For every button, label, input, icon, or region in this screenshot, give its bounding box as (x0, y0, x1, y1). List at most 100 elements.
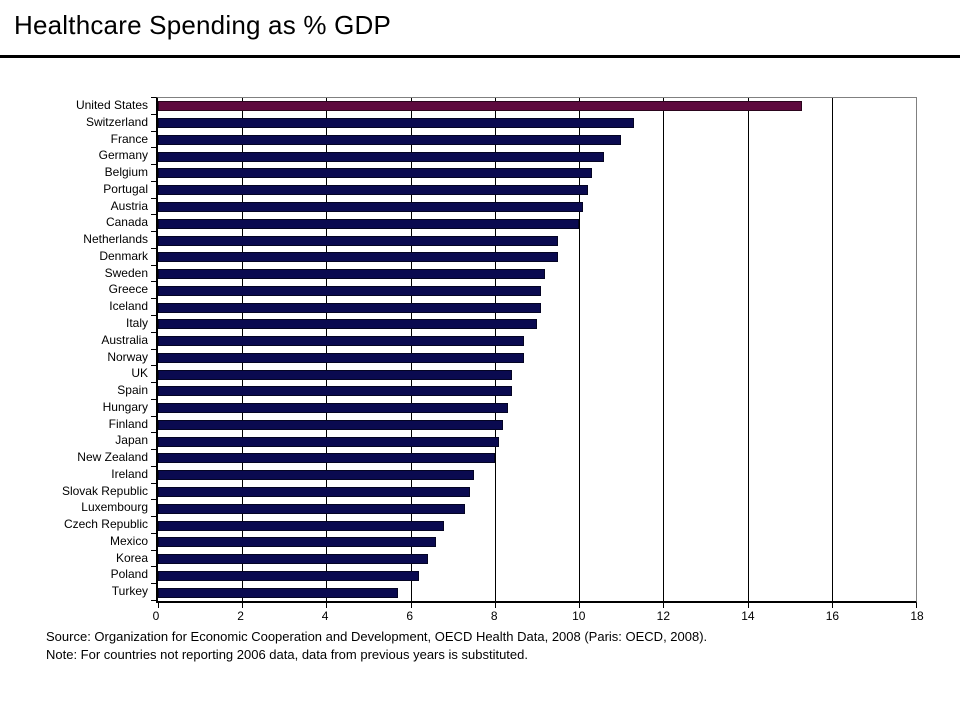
ylabel-italy: Italy (125, 315, 148, 330)
ylabel-germany: Germany (98, 148, 148, 163)
bar-switzerland (158, 118, 634, 129)
ylabel-sweden: Sweden (104, 265, 148, 280)
ylabel-slovak-republic: Slovak Republic (61, 483, 148, 498)
xlabel-12: 12 (656, 609, 671, 623)
x-axis-tick-4 (326, 603, 328, 608)
y-axis-tick (151, 130, 156, 132)
bar-canada (158, 218, 580, 229)
ylabel-switzerland: Switzerland (85, 114, 148, 129)
ylabel-norway: Norway (107, 349, 148, 364)
title-rule (0, 55, 960, 58)
y-axis-tick (151, 532, 156, 534)
bar-slovak-republic (158, 487, 470, 498)
y-axis-tick (151, 314, 156, 316)
y-axis-tick (151, 415, 156, 417)
bar-luxembourg (158, 503, 466, 514)
gridline-16 (831, 98, 833, 601)
y-axis-tick (151, 583, 156, 585)
bar-spain (158, 386, 512, 397)
xlabel-2: 2 (237, 609, 244, 623)
xlabel-8: 8 (490, 609, 498, 623)
bar-germany (158, 151, 605, 162)
gridline-12 (663, 98, 665, 601)
bar-poland (158, 570, 420, 581)
bar-turkey (158, 587, 399, 598)
y-axis-tick (151, 331, 156, 333)
x-axis-tick-0 (158, 603, 159, 608)
y-axis-tick (151, 281, 156, 283)
bar-uk (158, 369, 512, 380)
ylabel-hungary: Hungary (102, 399, 148, 414)
bar-japan (158, 436, 500, 447)
x-axis-tick-8 (494, 603, 496, 608)
ylabel-japan: Japan (115, 433, 148, 448)
bar-austria (158, 201, 584, 212)
ylabel-korea: Korea (115, 550, 148, 565)
x-axis-tick-14 (747, 603, 749, 608)
y-axis-tick (151, 147, 156, 149)
bar-belgium (158, 168, 592, 179)
ylabel-iceland: Iceland (109, 299, 148, 314)
y-axis-tick (151, 247, 156, 249)
bar-france (158, 134, 622, 145)
bar-australia (158, 336, 525, 347)
y-axis-tick (151, 298, 156, 300)
x-axis-tick-16 (831, 603, 833, 608)
note-line: Note: For countries not reporting 2006 d… (46, 647, 528, 662)
ylabel-luxembourg: Luxembourg (81, 500, 148, 515)
x-axis-tick-2 (242, 603, 244, 608)
bar-new-zealand (158, 453, 495, 464)
ylabel-new-zealand: New Zealand (77, 450, 148, 465)
y-axis-tick (151, 264, 156, 266)
ylabel-netherlands: Netherlands (83, 232, 148, 247)
xlabel-10: 10 (572, 609, 586, 623)
y-axis-tick (151, 482, 156, 484)
ylabel-poland: Poland (110, 567, 148, 582)
y-axis-tick (151, 164, 156, 166)
y-axis-tick (151, 566, 156, 568)
y-axis-tick (151, 348, 156, 350)
bar-hungary (158, 403, 508, 414)
ylabel-spain: Spain (117, 383, 148, 398)
ylabel-portugal: Portugal (103, 181, 148, 196)
bar-greece (158, 285, 542, 296)
y-axis-tick (151, 516, 156, 518)
y-axis-tick (151, 180, 156, 182)
ylabel-ireland: Ireland (111, 466, 148, 481)
ylabel-uk: UK (131, 366, 148, 381)
ylabel-finland: Finland (108, 416, 148, 431)
ylabel-austria: Austria (110, 198, 148, 213)
y-axis-tick (151, 465, 156, 467)
bar-ireland (158, 470, 474, 481)
y-axis-tick (151, 214, 156, 216)
x-axis-tick-10 (579, 603, 581, 608)
ylabel-mexico: Mexico (109, 533, 148, 548)
gridline-6 (410, 98, 412, 601)
ylabel-belgium: Belgium (104, 165, 148, 180)
source-line: Source: Organization for Economic Cooper… (46, 629, 708, 644)
xlabel-4: 4 (321, 609, 329, 623)
plot-area (151, 97, 917, 608)
y-axis-tick (151, 197, 156, 199)
bar-finland (158, 419, 504, 430)
ylabel-czech-republic: Czech Republic (63, 517, 148, 532)
ylabel-denmark: Denmark (99, 248, 148, 263)
y-axis-tick (151, 365, 156, 367)
y-axis-tick (151, 600, 156, 601)
ylabel-united-states: United States (75, 98, 148, 112)
bar-united-states (158, 101, 803, 112)
y-axis-tick (151, 449, 156, 451)
y-axis-tick (151, 231, 156, 233)
gridline-8 (494, 98, 496, 601)
xlabel-14: 14 (741, 609, 755, 623)
gridline-10 (579, 98, 581, 601)
x-axis-tick-12 (663, 603, 665, 608)
x-axis-tick-6 (410, 603, 412, 608)
y-axis-tick (151, 382, 156, 384)
bar-norway (158, 352, 525, 363)
gridline-2 (242, 98, 244, 601)
footer: Source: Organization for Economic Cooper… (46, 628, 707, 664)
ylabel-france: France (110, 131, 148, 146)
bar-portugal (158, 185, 588, 196)
